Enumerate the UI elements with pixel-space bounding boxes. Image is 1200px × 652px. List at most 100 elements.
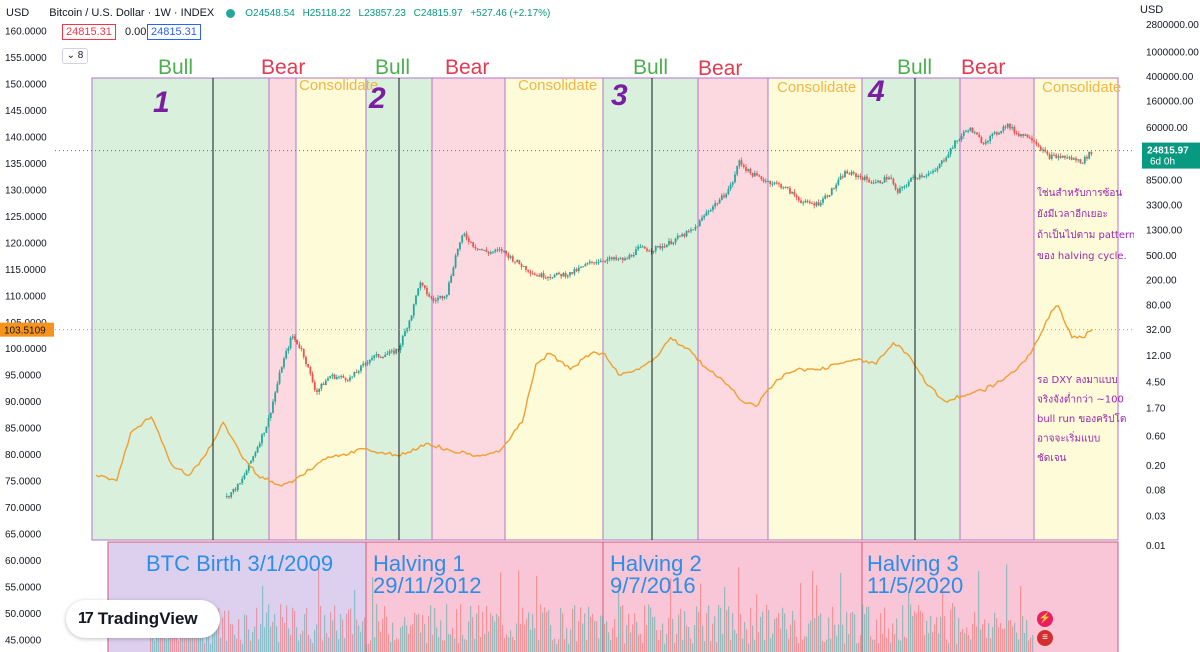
volume-bar <box>320 606 322 652</box>
btc-candle <box>573 269 576 274</box>
right-axis-currency-label[interactable]: USD <box>1140 4 1164 16</box>
btc-candle <box>1039 146 1042 151</box>
volume-bar <box>860 635 862 652</box>
right-axis-bg <box>1134 14 1200 652</box>
volume-bar <box>560 607 562 652</box>
btc-candle <box>305 356 307 365</box>
volume-bar <box>828 617 830 652</box>
btc-candle <box>371 357 373 360</box>
volume-bar <box>826 639 828 652</box>
volume-bar <box>372 577 374 652</box>
sell-price-button[interactable]: 24815.31 <box>62 24 116 40</box>
btc-candle <box>421 282 424 286</box>
btc-candle <box>307 364 310 368</box>
btc-candle <box>555 272 558 275</box>
left-axis-tick: 80.0000 <box>5 450 42 461</box>
volume-bar <box>400 627 402 652</box>
btc-candle <box>991 133 994 136</box>
btc-candle <box>465 233 468 239</box>
zone-bear-2 <box>268 77 297 541</box>
btc-candle <box>855 173 857 178</box>
btc-candle <box>417 288 420 296</box>
btc-candle <box>467 238 470 242</box>
btc-candle <box>769 180 772 185</box>
btc-candle <box>1086 156 1088 159</box>
volume-bar <box>468 621 470 652</box>
volume-bar <box>868 606 870 652</box>
volume-bar <box>490 613 492 652</box>
volume-bar <box>672 618 674 652</box>
volume-bar <box>458 643 460 652</box>
btc-candle <box>247 463 250 471</box>
btc-candle <box>703 215 706 218</box>
volume-bar <box>282 616 284 652</box>
volume-bar <box>726 610 728 652</box>
volume-bar <box>424 624 426 652</box>
btc-candle <box>936 168 939 171</box>
band-label-2: Halving 1 <box>373 551 465 576</box>
zone-label-bear: Bear <box>445 56 489 79</box>
btc-candle <box>236 483 239 491</box>
right-axis-tick: 0.60 <box>1146 431 1166 442</box>
symbol-title[interactable]: Bitcoin / U.S. Dollar · 1W · INDEX <box>49 7 215 19</box>
us-flag-icon[interactable]: ≡ <box>1037 630 1053 646</box>
btc-candle <box>901 186 904 189</box>
btc-candle <box>971 127 974 133</box>
lightning-icon[interactable]: ⚡ <box>1037 611 1053 627</box>
volume-bar <box>506 634 508 652</box>
volume-bar <box>438 637 440 652</box>
volume-bar <box>484 634 486 652</box>
volume-bar <box>354 590 356 652</box>
btc-candle <box>932 170 934 173</box>
left-axis-currency-label[interactable]: USD <box>6 7 30 19</box>
volume-bar <box>808 623 810 652</box>
buy-price-button[interactable]: 24815.31 <box>147 24 201 40</box>
btc-candle <box>1024 134 1027 136</box>
volume-bar <box>188 627 190 652</box>
btc-candle <box>1070 157 1073 160</box>
change-value: +527.46 (+2.17%) <box>470 7 551 19</box>
btc-candle <box>267 417 270 427</box>
volume-bar <box>374 637 376 652</box>
btc-candle <box>1075 158 1077 161</box>
indicators-collapse-button[interactable]: ⌄ 8 <box>62 48 88 64</box>
btc-candle <box>461 235 464 243</box>
volume-bar <box>958 617 960 652</box>
right-axis-tick: 500.00 <box>1146 251 1177 262</box>
btc-candle <box>351 376 354 378</box>
btc-candle <box>1055 155 1058 158</box>
btc-candle <box>824 195 827 199</box>
volume-bar <box>822 640 824 652</box>
volume-bar <box>778 613 780 652</box>
btc-candle <box>263 432 266 435</box>
volume-bar <box>576 641 578 652</box>
volume-bar <box>628 613 630 652</box>
volume-bar <box>532 613 534 652</box>
btc-candle <box>672 242 675 245</box>
volume-bar <box>340 614 342 652</box>
volume-bar <box>888 628 890 652</box>
volume-bar <box>362 621 364 652</box>
volume-histogram <box>150 564 1034 652</box>
btc-candle <box>476 248 479 250</box>
volume-bar <box>474 638 476 652</box>
volume-bar <box>608 632 610 652</box>
btc-candle <box>331 374 334 377</box>
btc-candle <box>663 246 666 248</box>
volume-bar <box>644 605 646 652</box>
btc-candle <box>881 182 884 184</box>
btc-candle <box>987 141 989 143</box>
volume-bar <box>780 628 782 652</box>
volume-bar <box>428 615 430 652</box>
btc-candle <box>357 371 360 373</box>
volume-bar <box>356 619 358 652</box>
tradingview-logo[interactable]: 17 TradingView <box>66 600 220 638</box>
right-axis-tick: 8500.00 <box>1146 175 1183 186</box>
volume-bar <box>624 643 626 652</box>
volume-bar <box>956 643 958 652</box>
btc-candle <box>311 373 314 383</box>
btc-candle <box>934 170 937 172</box>
btc-candle <box>870 182 873 184</box>
volume-bar <box>434 607 436 652</box>
